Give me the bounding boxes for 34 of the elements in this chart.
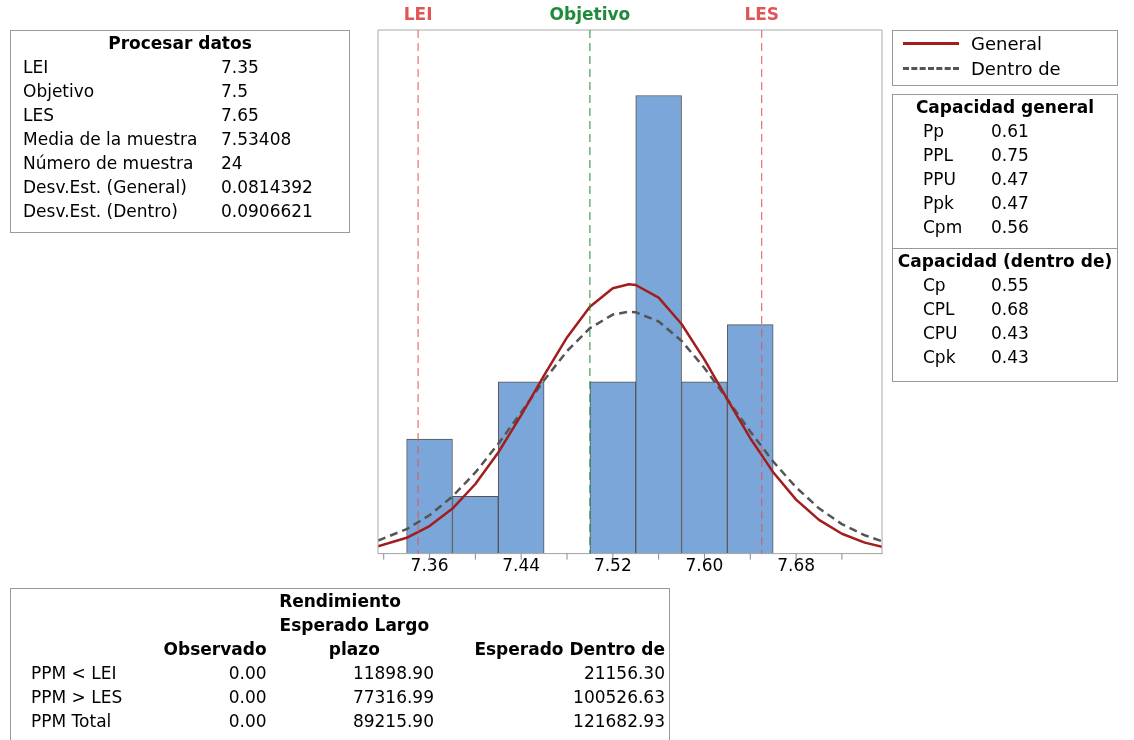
ref-line-label: Objetivo	[549, 3, 631, 24]
text: Desv.Est. (General) 0.0814392	[23, 177, 313, 197]
legend-label: General	[971, 33, 1042, 54]
text: Pp 0.61	[923, 121, 1029, 141]
text: Desv.Est. (Dentro) 0.0906621	[23, 201, 313, 221]
text: Objetivo 7.5	[23, 81, 249, 101]
ref-line-label: LEI	[403, 3, 433, 24]
text: PPL 0.75	[923, 145, 1029, 165]
x-tick-label: 7.36	[410, 555, 449, 576]
x-tick-label: 7.52	[593, 555, 632, 576]
text: Cpm 0.56	[923, 217, 1029, 237]
text: Observado Esperado Largo plazo Esperado Dentro de	[163, 615, 665, 659]
text: CPU 0.43	[923, 323, 1029, 343]
text: Media de la muestra 7.53408	[23, 129, 292, 149]
text: Cp 0.55	[923, 275, 1029, 295]
x-tick-label: 7.68	[777, 555, 816, 576]
text: PPM Total 0.00 89215.90 121682.93	[31, 711, 665, 731]
text: Procesar datos	[107, 32, 253, 55]
text: LEI 7.35	[23, 57, 259, 77]
ref-line-label: LES	[744, 3, 780, 24]
x-tick-label: 7.60	[685, 555, 724, 576]
text: PPU 0.47	[923, 169, 1029, 189]
text: Capacidad general	[914, 96, 1096, 119]
text: LES 7.65	[23, 105, 259, 125]
text: Capacidad (dentro de)	[896, 250, 1114, 273]
text: Número de muestra 24	[23, 153, 243, 173]
text: CPL 0.68	[923, 299, 1029, 319]
text: PPM > LES 0.00 77316.99 100526.63	[31, 687, 665, 707]
text: Ppk 0.47	[923, 193, 1029, 213]
text: PPM < LEI 0.00 11898.90 21156.30	[31, 663, 665, 683]
legend-label: Dentro de	[971, 58, 1061, 79]
text: Rendimiento	[278, 590, 402, 613]
x-tick-label: 7.44	[502, 555, 541, 576]
text: Cpk 0.43	[923, 347, 1029, 367]
